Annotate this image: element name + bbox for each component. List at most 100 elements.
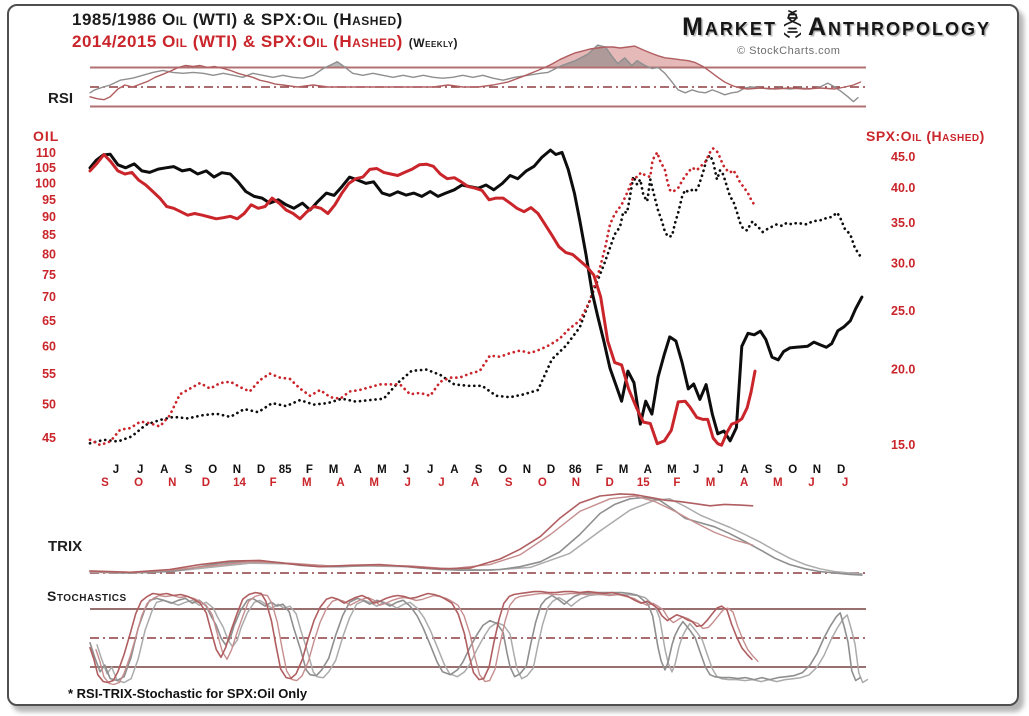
x-label-black: D: [257, 464, 265, 476]
oil-2015-line: [88, 153, 757, 447]
right-axis-tick: 35.0: [891, 216, 915, 230]
x-label-red: M: [706, 477, 716, 489]
x-label-red: O: [538, 477, 547, 489]
x-label-black: J: [717, 464, 723, 476]
x-label-black: M: [377, 464, 387, 476]
x-label-red: J: [842, 477, 848, 489]
left-axis-tick: 85: [42, 228, 56, 242]
x-label-black: J: [427, 464, 433, 476]
weekly-label: (Weekly): [408, 36, 459, 50]
x-label-black: S: [475, 464, 483, 476]
x-label-red: D: [202, 477, 210, 489]
x-label-red: M: [773, 477, 783, 489]
x-label-black: F: [306, 464, 313, 476]
x-label-red: D: [605, 477, 613, 489]
x-label-black: D: [547, 464, 555, 476]
x-label-black: O: [498, 464, 507, 476]
rsi-line-1986: [89, 44, 859, 103]
x-label-black: O: [788, 464, 797, 476]
trix-line-2015: [89, 493, 754, 574]
stochastics-panel-label: Stochastics: [47, 588, 127, 604]
trix-signal-2015: [89, 495, 754, 573]
brand-market: Market: [682, 13, 777, 41]
stoch-signal-2015: [95, 592, 759, 686]
x-label-red: S: [505, 477, 513, 489]
x-label-red: M: [369, 477, 379, 489]
x-label-black: M: [619, 464, 629, 476]
trix-panel-label: TRIX: [48, 538, 83, 555]
x-label-red: O: [134, 477, 143, 489]
x-label-red: J: [405, 477, 411, 489]
footnote: * RSI-TRIX-Stochastic for SPX:Oil Only: [68, 686, 308, 701]
right-axis-tick: 25.0: [891, 304, 915, 318]
title-2014-2015: 2014/2015 Oil (WTI) & SPX:Oil (Hashed) (W…: [72, 32, 458, 52]
left-axis-tick: 105: [35, 161, 56, 175]
spxoil-1986-dotted-line: [88, 153, 862, 445]
brand-anthropology: Anthropology: [807, 13, 991, 41]
x-label-black: 86: [569, 464, 582, 476]
right-axis-tick: 20.0: [891, 363, 915, 377]
right-axis-tick: 40.0: [891, 181, 915, 195]
right-axis-tick: 30.0: [891, 256, 915, 270]
right-axis-tick: 45.0: [891, 150, 915, 164]
x-label-red: 14: [233, 477, 246, 489]
left-axis-tick: 75: [42, 268, 56, 282]
stoch-line-1986: [89, 591, 862, 682]
x-label-red: M: [302, 477, 312, 489]
rsi-overbought-fill: [90, 46, 861, 68]
x-label-red: A: [471, 477, 479, 489]
x-label-black: N: [523, 464, 531, 476]
x-label-black: A: [740, 464, 748, 476]
left-axis-tick: 80: [42, 248, 56, 262]
x-label-black: J: [113, 464, 119, 476]
stoch-line-2015: [89, 590, 753, 684]
title-2014-2015-text: 2014/2015 Oil (WTI) & SPX:Oil (Hashed): [72, 32, 403, 51]
x-label-black: O: [208, 464, 217, 476]
x-label-black: M: [329, 464, 339, 476]
x-label-red: F: [270, 477, 277, 489]
left-axis-tick: 60: [42, 339, 56, 353]
left-axis-tick: 50: [42, 397, 56, 411]
x-label-black: S: [765, 464, 773, 476]
x-label-black: J: [137, 464, 143, 476]
trix-signal-1986: [89, 498, 863, 575]
rsi-panel-label: RSI: [48, 90, 74, 107]
title-1985-1986: 1985/1986 Oil (WTI) & SPX:Oil (Hashed): [72, 10, 403, 29]
chart-window-frame: [7, 4, 1019, 706]
x-label-black: F: [596, 464, 603, 476]
right-axis-title: SPX:Oil (Hashed): [866, 128, 985, 144]
left-axis-tick: 95: [42, 193, 56, 207]
x-label-black: D: [837, 464, 845, 476]
right-axis-tick: 15.0: [891, 438, 915, 452]
dna-helix-icon: [780, 10, 805, 45]
brand-logo: Market Anthropology: [682, 10, 991, 45]
left-axis-title: OIL: [33, 128, 60, 144]
x-label-black: 85: [279, 464, 292, 476]
oil-1986-line: [88, 148, 864, 443]
left-axis-tick: 45: [42, 431, 56, 445]
x-label-black: M: [667, 464, 677, 476]
x-label-red: 15: [637, 477, 650, 489]
x-label-black: J: [693, 464, 699, 476]
x-label-black: S: [185, 464, 193, 476]
x-label-red: J: [438, 477, 444, 489]
x-label-black: A: [644, 464, 652, 476]
x-label-red: F: [673, 477, 680, 489]
spxoil-2015-dotted-line: [88, 147, 757, 447]
x-label-black: N: [813, 464, 821, 476]
x-label-red: A: [740, 477, 748, 489]
x-label-red: N: [168, 477, 176, 489]
x-label-black: A: [160, 464, 168, 476]
x-label-black: J: [403, 464, 409, 476]
x-label-red: N: [572, 477, 580, 489]
left-axis-tick: 90: [42, 210, 56, 224]
x-label-red: A: [336, 477, 344, 489]
left-axis-tick: 100: [35, 176, 56, 190]
left-axis-tick: 70: [42, 290, 56, 304]
x-label-black: A: [450, 464, 458, 476]
x-label-black: N: [233, 464, 241, 476]
x-label-black: A: [354, 464, 362, 476]
x-label-red: J: [808, 477, 814, 489]
